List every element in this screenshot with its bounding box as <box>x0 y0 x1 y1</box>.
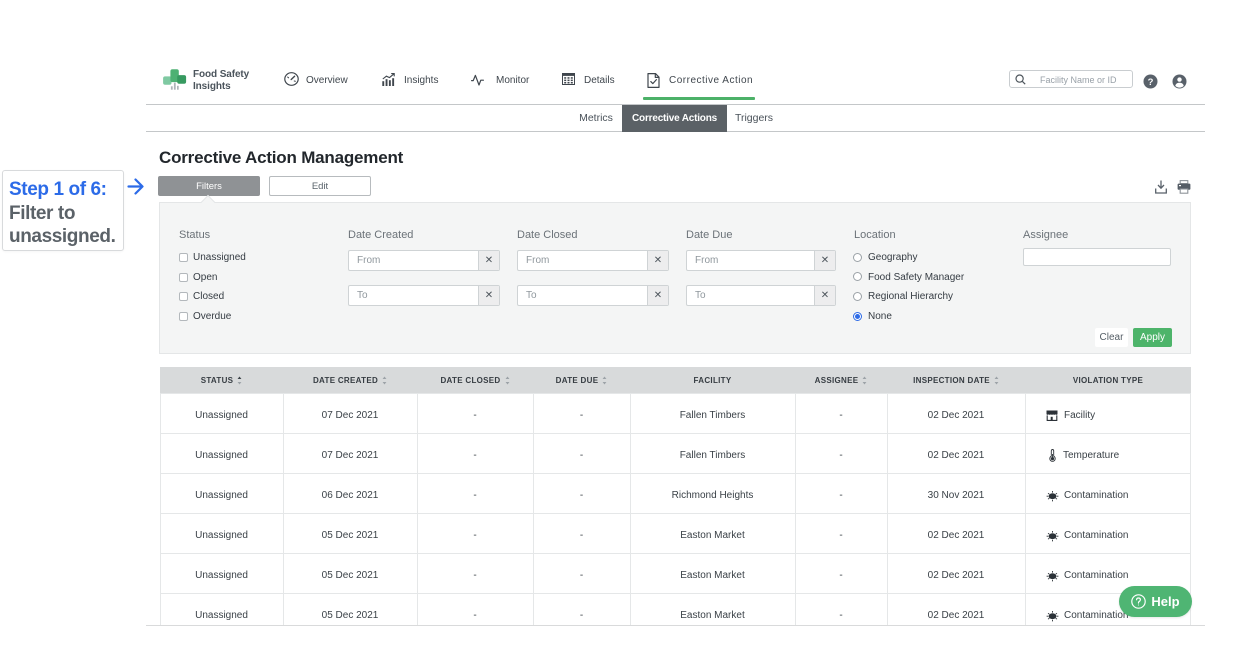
svg-text:?: ? <box>1148 77 1154 88</box>
